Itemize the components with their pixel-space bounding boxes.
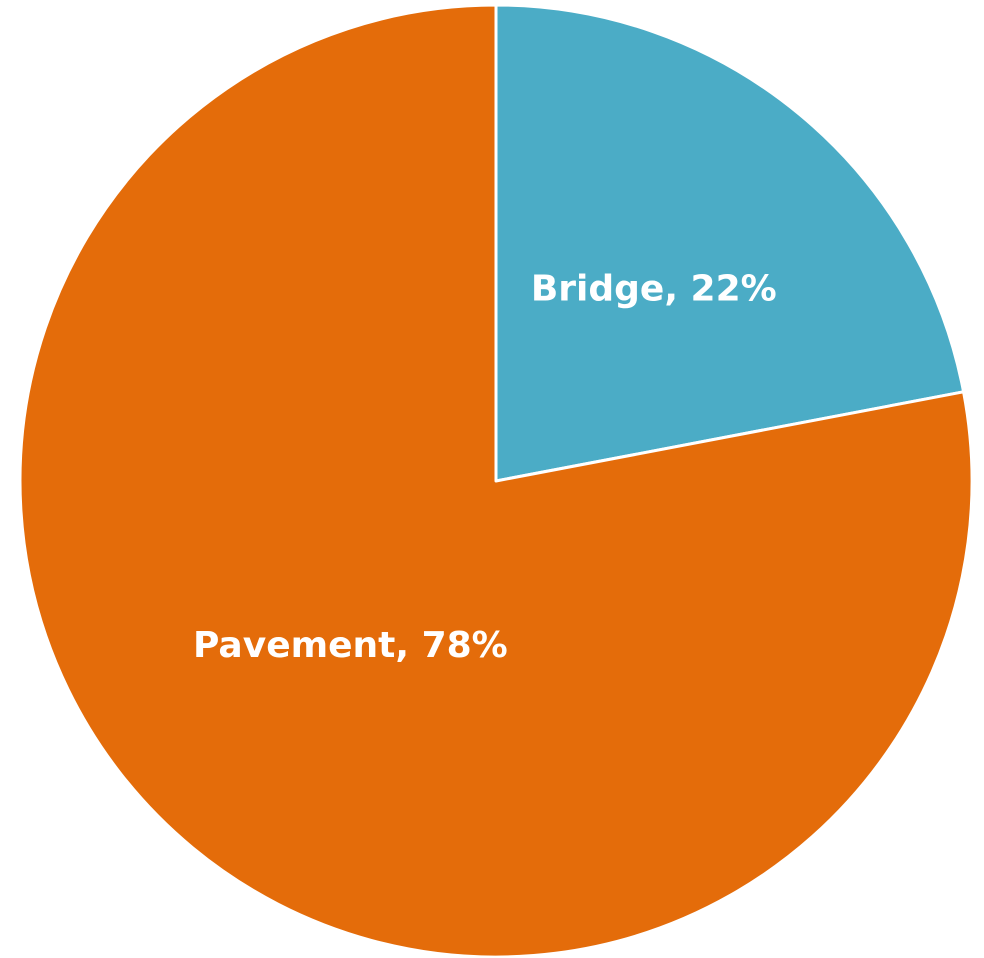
pie-data-labels: Bridge, 22% Pavement, 78% <box>193 268 777 666</box>
pie-slices <box>18 3 974 958</box>
data-label-bridge: Bridge, 22% <box>531 268 777 309</box>
pie-slice-pavement <box>18 3 974 958</box>
pie-slice-bridge <box>494 3 966 483</box>
data-label-pavement: Pavement, 78% <box>193 625 508 666</box>
